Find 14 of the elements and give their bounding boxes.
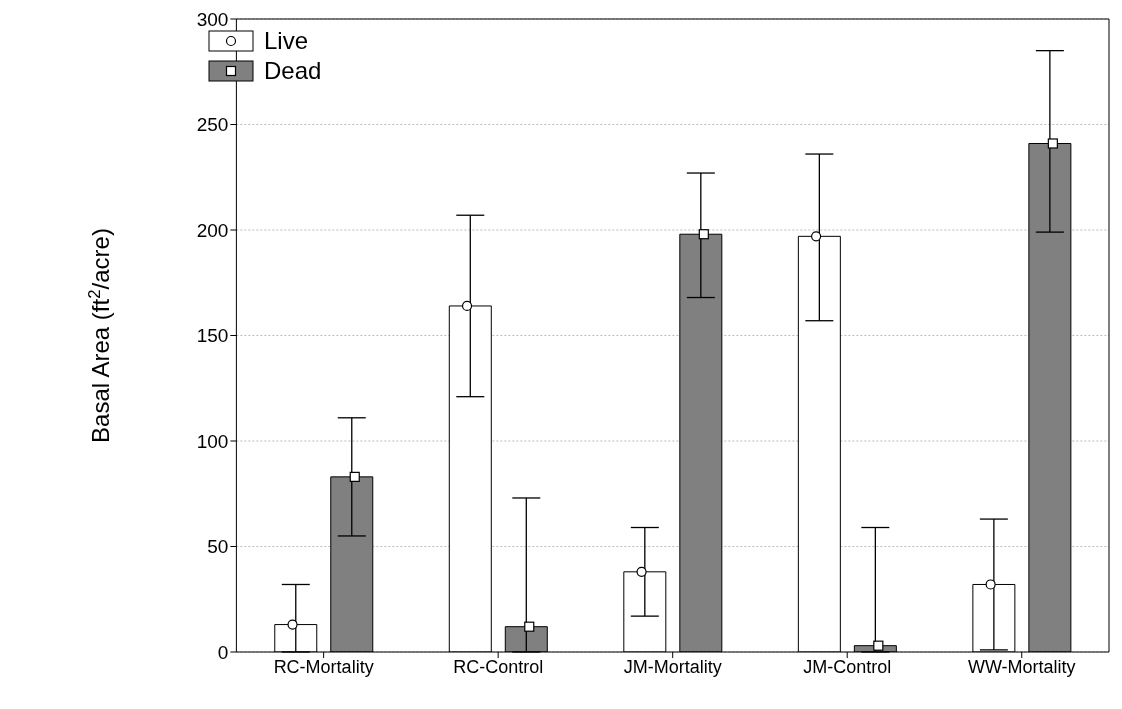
y-tick-label: 300 bbox=[196, 8, 229, 30]
legend-label: Live bbox=[264, 27, 309, 55]
y-tick-label: 50 bbox=[207, 536, 229, 558]
x-tick-label: RC-Control bbox=[453, 656, 544, 677]
y-tick-label: 250 bbox=[196, 114, 229, 136]
x-tick-label: WW-Mortality bbox=[967, 656, 1076, 677]
x-tick-label: RC-Mortality bbox=[273, 656, 374, 677]
y-tick-label: 0 bbox=[217, 641, 229, 663]
y-tick-label: 150 bbox=[196, 325, 229, 347]
x-tick-label: JM-Mortality bbox=[623, 656, 722, 677]
y-tick-label: 200 bbox=[196, 219, 229, 241]
legend-label: Dead bbox=[264, 57, 322, 85]
x-tick-label: JM-Control bbox=[803, 656, 892, 677]
y-tick-label: 100 bbox=[196, 430, 229, 452]
